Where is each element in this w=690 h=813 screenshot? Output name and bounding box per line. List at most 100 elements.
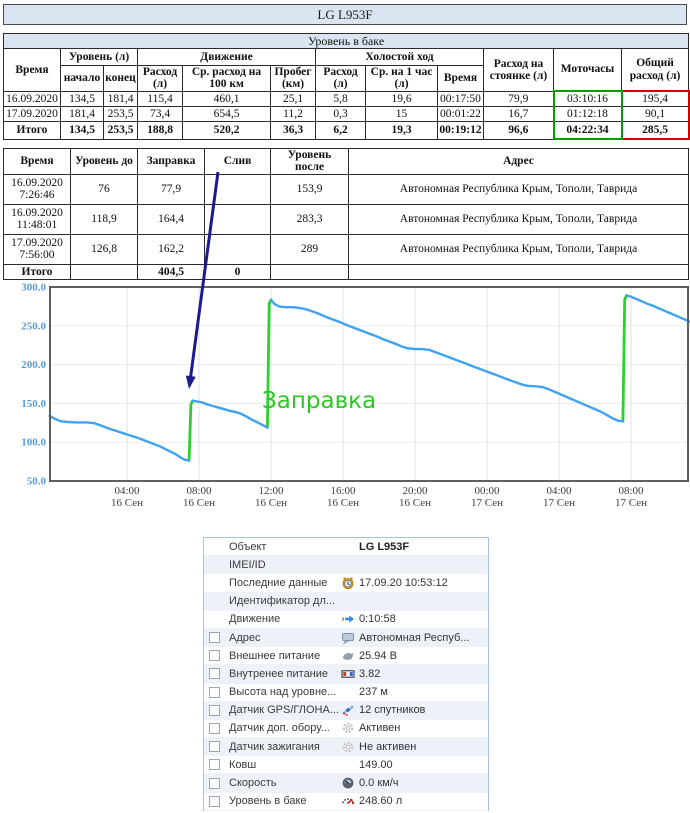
external-power-icon [341,649,359,663]
x-tick-time-label: 12:00 [258,485,284,497]
data-cell: 96,6 [483,121,554,140]
data-cell: 79,9 [483,90,554,108]
gear-icon [341,721,359,735]
sensor-label: Внешнее питание [229,649,321,662]
sensor-value: 25.94 В [359,649,397,662]
address-balloon-icon [341,631,359,645]
data-cell: 00:17:50 [437,90,484,108]
data-cell: 36,3 [270,121,316,140]
unit-info-panel: Объект LG L953F IMEI/ID Последние данные 17.… [203,537,489,811]
data-cell [348,263,689,280]
data-cell: 126,8 [70,233,138,265]
sensor-value: 237 м [359,686,388,699]
data-cell: 283,3 [270,203,349,235]
sensor-label: Ковш [229,758,257,771]
sensor-value: LG L953F [359,540,410,553]
fuel-summary-table: Уровень в баке Время Уровень (л) Движение Хо… [2,33,690,141]
unit-title: LG L953F [317,6,373,22]
refuel-events-table: Время Уровень до Заправка Слив Уровень после… [3,148,689,280]
data-cell: 181,4 [60,106,104,123]
row-checkbox[interactable] [209,777,220,789]
data-cell: 134,5 [60,121,104,140]
sensor-label: Движение [229,613,281,626]
header-cell: Расход (л) [137,65,183,92]
row-checkbox[interactable] [209,632,220,644]
sensor-label: Скорость [229,777,277,790]
sensor-row: IMEI/ID [204,556,488,575]
sensor-value: 0:10:58 [359,613,396,626]
sensor-label: Датчик GPS/ГЛОНА... [229,704,339,717]
fuel-level-line [269,298,625,423]
row-checkbox[interactable] [209,795,220,807]
header-cell: Холостой ход [315,48,484,66]
header-cell: Моточасы [553,48,622,92]
sensor-row: Скорость 0.0 км/ч [204,774,488,793]
fuel-level-line [625,294,690,323]
x-tick-time-label: 04:00 [546,485,572,497]
data-cell: 460,1 [182,90,271,108]
unit-title-bar: LG L953F [3,4,687,25]
sensor-row: Датчик зажигания Не активен [204,738,488,757]
table-caption: Уровень в баке [2,33,690,49]
data-cell: 654,5 [182,106,271,123]
sensor-label: Объект [229,540,267,553]
sensor-label: Последние данные [229,576,328,589]
header-cell: Расход (л) [315,65,366,92]
data-cell: 188,8 [137,121,183,140]
clock-icon [341,576,359,590]
x-tick-date-label: 16 Сен [111,497,143,509]
sensor-row: Датчик GPS/ГЛОНА... 12 спутников [204,701,488,720]
sensor-value: 12 спутников [359,704,426,717]
sensor-row: Последние данные 17.09.20 10:53:12 [204,574,488,593]
movement-arrow-icon [341,612,359,626]
data-cell: 03:10:16 [552,90,623,108]
table-row: Итого 134,5 253,5 188,8 520,2 36,3 6,2 19,3 00:1… [3,121,690,141]
header-cell: Ср. на 1 час (л) [365,65,438,92]
header-cell: Уровень до [70,148,138,175]
data-cell [270,263,349,280]
header-cell: начало [60,65,104,92]
data-cell: 15 [365,106,438,123]
row-checkbox[interactable] [209,759,220,771]
sensor-label: Адрес [229,631,261,644]
data-cell: 115,4 [137,90,183,108]
table-row: 17.09.2020 7:56:00 126,8 162,2 289 Автономная… [3,233,689,265]
satellite-icon [341,703,359,717]
row-checkbox[interactable] [209,722,220,734]
refuel-line-segment [265,298,273,429]
x-tick-date-label: 17 Сен [543,497,575,509]
data-cell: 404,5 [137,263,205,280]
y-tick-label: 100.0 [21,437,46,449]
row-checkbox[interactable] [209,704,220,716]
x-tick-time-label: 08:00 [618,485,644,497]
data-cell: 00:19:12 [437,121,484,140]
sensor-row: Ковш 149.00 [204,756,488,775]
x-tick-date-label: 16 Сен [399,497,431,509]
data-cell: 77,9 [137,173,205,205]
battery-icon [341,667,359,681]
address-cell: Автономная Республика Крым, Тополи, Тавр… [348,173,689,205]
row-checkbox[interactable] [209,686,220,698]
table-row: 17.09.2020 181,4 253,5 73,4 654,5 11,2 0,3 15 00… [3,106,690,123]
data-cell: 19,6 [365,90,438,108]
row-checkbox[interactable] [209,650,220,662]
sensor-row: Объект LG L953F [204,538,488,557]
header-cell: Заправка [137,148,205,175]
row-checkbox[interactable] [209,668,220,680]
sensor-label: Высота над уровне... [229,686,337,699]
data-cell: 162,2 [137,233,205,265]
sensor-value: 0.0 км/ч [359,777,399,790]
data-cell: 164,4 [137,203,205,235]
data-cell [204,203,271,235]
y-tick-label: 250.0 [21,320,46,332]
data-cell: 17.09.2020 [3,106,61,123]
data-cell: 253,5 [103,121,138,140]
sensor-label: IMEI/ID [229,558,266,571]
sensor-label: Уровень в баке [229,795,307,808]
header-cell: Адрес [348,148,689,175]
plot-background [50,287,688,481]
data-cell: 0 [204,263,271,280]
row-checkbox[interactable] [209,741,220,753]
data-cell: 195,4 [620,90,690,108]
